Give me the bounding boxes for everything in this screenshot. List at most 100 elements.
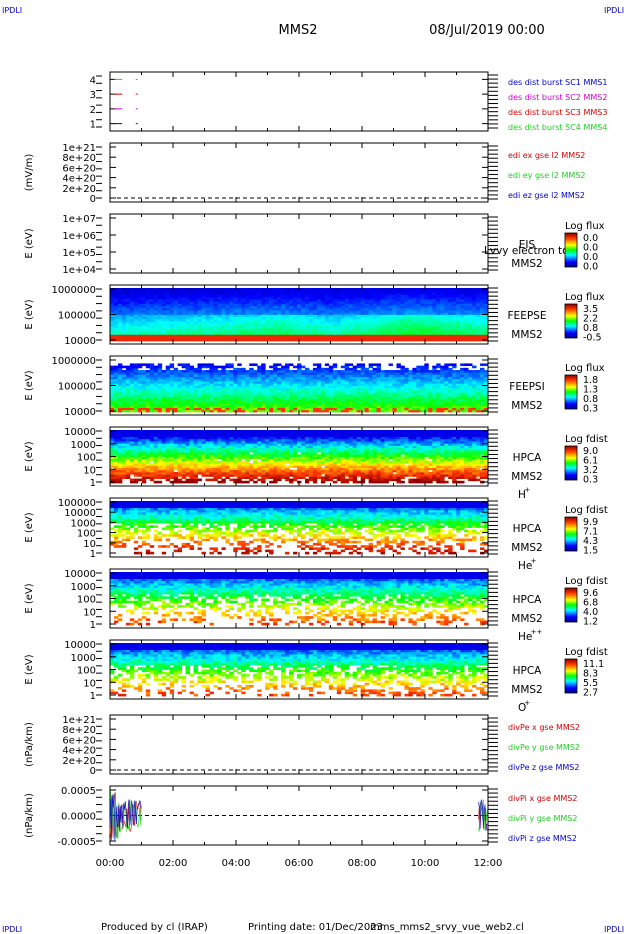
heatmap-cell — [133, 288, 139, 291]
heatmap-cell — [229, 323, 234, 326]
heatmap-cell — [336, 387, 342, 391]
heatmap-cell — [460, 376, 465, 380]
heatmap-cell — [173, 389, 179, 393]
heatmap-cell — [400, 389, 405, 393]
heatmap-cell — [213, 405, 218, 408]
heatmap-cell — [404, 370, 409, 373]
heatmap-cell — [165, 329, 171, 333]
heatmap-cell — [129, 370, 135, 373]
heatmap-cell — [261, 336, 266, 340]
heatmap-cell — [257, 387, 262, 391]
heatmap-cell — [416, 329, 421, 333]
heatmap-cell — [340, 372, 346, 375]
heatmap-cell — [145, 381, 151, 384]
heatmap-cell — [352, 336, 358, 340]
heatmap-cell — [129, 398, 135, 402]
heatmap-cell — [173, 445, 179, 449]
heatmap-cell — [372, 363, 377, 367]
heatmap-cell — [324, 387, 330, 391]
heatmap-cell — [213, 381, 218, 384]
heatmap-cell — [464, 321, 469, 324]
heatmap-cell — [185, 296, 190, 300]
heatmap-cell — [141, 290, 147, 293]
heatmap-cell — [396, 292, 401, 296]
heatmap-cell — [121, 469, 127, 473]
heatmap-cell — [237, 374, 242, 378]
heatmap-cell — [396, 370, 401, 373]
heatmap-cell — [169, 458, 175, 462]
heatmap-cell — [157, 447, 163, 451]
heatmap-cell — [432, 332, 437, 335]
heatmap-cell — [368, 305, 374, 309]
heatmap-cell — [448, 403, 453, 406]
heatmap-cell — [380, 296, 385, 300]
heatmap-cell — [133, 432, 139, 435]
heatmap-cell — [348, 372, 354, 375]
heatmap-cell — [145, 325, 151, 329]
heatmap-cell — [468, 303, 473, 307]
heatmap-cell — [225, 303, 230, 307]
heatmap-cell — [173, 438, 179, 442]
heatmap-cell — [408, 288, 413, 291]
heatmap-cell — [145, 465, 151, 468]
heatmap-cell — [213, 321, 218, 324]
heatmap-cell — [472, 387, 477, 391]
heatmap-cell — [145, 363, 151, 367]
heatmap-cell — [372, 292, 377, 296]
heatmap-cell — [364, 381, 370, 384]
heatmap-cell — [320, 403, 326, 406]
heatmap-cell — [153, 301, 159, 304]
heatmap-cell — [141, 438, 147, 442]
heatmap-cell — [464, 385, 469, 389]
heatmap-cell — [468, 334, 473, 337]
heatmap-cell — [324, 392, 330, 395]
heatmap-cell — [332, 332, 338, 335]
heatmap-cell — [265, 296, 270, 300]
heatmap-cell — [173, 409, 179, 413]
heatmap-cell — [356, 292, 362, 296]
heatmap-cell — [173, 478, 179, 482]
heatmap-cell — [269, 323, 274, 326]
heatmap-cell — [344, 376, 350, 380]
heatmap-cell — [169, 465, 175, 468]
heatmap-cell — [392, 374, 397, 378]
heatmap-cell — [348, 301, 354, 304]
heatmap-cell — [161, 396, 167, 400]
heatmap-cell — [432, 385, 437, 389]
heatmap-cell — [372, 370, 377, 373]
heatmap-cell — [352, 396, 358, 400]
heatmap-cell — [161, 445, 167, 449]
heatmap-cell — [312, 398, 318, 402]
heatmap-cell — [133, 290, 139, 293]
heatmap-cell — [249, 396, 254, 400]
heatmap-cell — [113, 447, 119, 451]
heatmap-cell — [113, 471, 119, 475]
heatmap-cell — [265, 394, 270, 397]
heatmap-cell — [197, 405, 202, 408]
heatmap-cell — [436, 310, 441, 313]
heatmap-cell — [169, 338, 175, 342]
heatmap-cell — [356, 338, 362, 342]
heatmap-cell — [448, 336, 453, 340]
heatmap-cell — [336, 327, 342, 331]
heatmap-cell — [253, 323, 258, 326]
heatmap-cell — [249, 383, 254, 386]
heatmap-cell — [205, 334, 210, 337]
heatmap-cell — [161, 438, 167, 442]
heatmap-cell — [480, 305, 485, 309]
heatmap-cell — [149, 365, 155, 369]
heatmap-cell — [352, 385, 358, 389]
heatmap-cell — [300, 336, 306, 340]
heatmap-cell — [384, 325, 389, 329]
heatmap-cell — [257, 314, 262, 318]
heatmap-cell — [452, 299, 457, 302]
heatmap-cell — [336, 409, 342, 413]
heatmap-cell — [141, 389, 147, 393]
heatmap-cell — [277, 323, 282, 326]
heatmap-cell — [177, 312, 183, 315]
heatmap-cell — [141, 323, 147, 326]
heatmap-cell — [368, 374, 374, 378]
heatmap-cell — [364, 323, 370, 326]
heatmap-cell — [448, 405, 453, 408]
heatmap-cell — [392, 312, 397, 315]
